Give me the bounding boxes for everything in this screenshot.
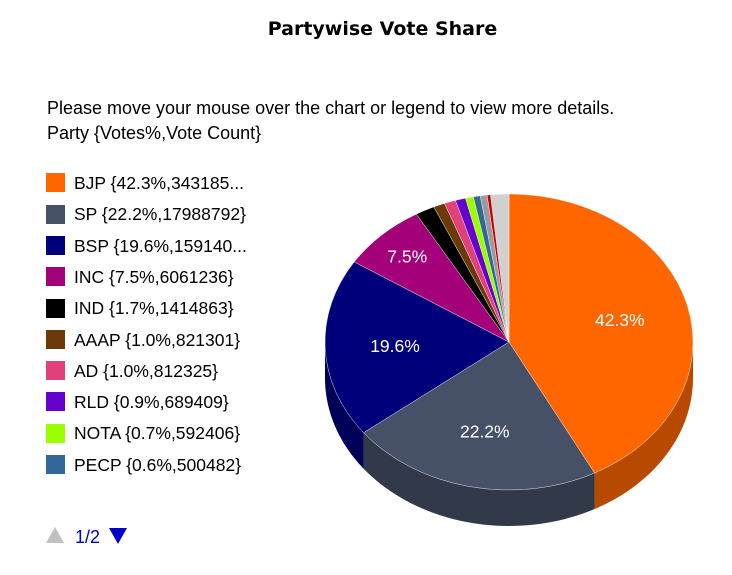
legend-swatch bbox=[46, 173, 65, 193]
pie-slices[interactable] bbox=[324, 193, 694, 491]
legend-pager: 1/2 bbox=[46, 525, 128, 548]
instruction-text: Please move your mouse over the chart or… bbox=[47, 98, 615, 118]
chart-title: Partywise Vote Share bbox=[267, 18, 498, 40]
pie-slice[interactable] bbox=[508, 193, 694, 474]
legend-label: BJP {42.3%,343185... bbox=[74, 173, 244, 193]
pie-data-label: 19.6% bbox=[370, 336, 420, 356]
pie-data-label: 42.3% bbox=[595, 310, 645, 330]
legend-label: INC {7.5%,6061236} bbox=[74, 266, 234, 287]
legend-swatch bbox=[46, 329, 65, 349]
legend-item[interactable]: BJP {42.3%,343185... bbox=[46, 172, 244, 194]
legend-swatch bbox=[46, 204, 65, 224]
legend-label: IND {1.7%,1414863} bbox=[74, 298, 234, 319]
pie-slice[interactable] bbox=[363, 341, 595, 491]
legend-swatch bbox=[46, 423, 65, 443]
legend-label: BSP {19.6%,159140... bbox=[74, 235, 247, 256]
legend-item[interactable]: RLD {0.9%,689409} bbox=[46, 391, 229, 413]
legend-item[interactable]: BSP {19.6%,159140... bbox=[46, 235, 247, 257]
legend-item[interactable]: SP {22.2%,17988792} bbox=[46, 203, 246, 225]
pie-slice[interactable] bbox=[324, 261, 510, 433]
legend-label: PECP {0.6%,500482} bbox=[74, 454, 242, 475]
legend-item[interactable]: AD {1.0%,812325} bbox=[46, 360, 218, 382]
legend-label: AD {1.0%,812325} bbox=[74, 360, 219, 381]
legend-swatch bbox=[46, 455, 65, 475]
legend-label: SP {22.2%,17988792} bbox=[74, 204, 246, 225]
page-up-arrow-icon[interactable] bbox=[46, 527, 64, 544]
legend-item[interactable]: IND {1.7%,1414863} bbox=[46, 297, 234, 319]
legend-swatch bbox=[46, 298, 65, 318]
legend-label: RLD {0.9%,689409} bbox=[74, 392, 229, 413]
legend-swatch bbox=[46, 361, 65, 381]
legend-item[interactable]: INC {7.5%,6061236} bbox=[46, 266, 234, 288]
legend-page-label: 1/2 bbox=[75, 527, 101, 548]
pie-slice[interactable] bbox=[490, 193, 510, 343]
legend-swatch bbox=[46, 392, 65, 412]
instructions: Please move your mouse over the chart or… bbox=[47, 96, 614, 146]
pie-data-label: 22.2% bbox=[460, 422, 510, 442]
pie-slice-side bbox=[325, 342, 364, 469]
pie-data-label: 7.5% bbox=[387, 247, 427, 267]
legend-swatch bbox=[46, 267, 65, 287]
legend-swatch bbox=[46, 235, 65, 255]
page-down-arrow-icon[interactable] bbox=[109, 528, 128, 545]
pie-slice-side bbox=[363, 432, 595, 526]
pie-sides bbox=[325, 342, 693, 526]
legend-label: AAAP {1.0%,821301} bbox=[74, 329, 241, 350]
legend-label: NOTA {0.7%,592406} bbox=[74, 423, 241, 444]
legend-item[interactable]: AAAP {1.0%,821301} bbox=[46, 329, 240, 351]
legend-item[interactable]: NOTA {0.7%,592406} bbox=[46, 422, 240, 444]
legend-item[interactable]: PECP {0.6%,500482} bbox=[46, 454, 241, 476]
legend-format-text: Party {Votes%,Vote Count} bbox=[47, 123, 262, 143]
pie-slice-side bbox=[594, 342, 693, 510]
